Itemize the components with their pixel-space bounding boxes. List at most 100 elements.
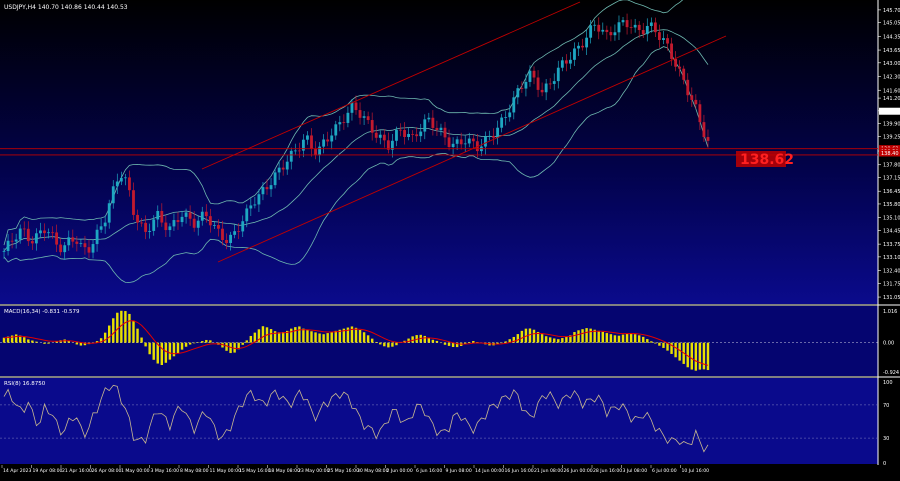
candle-body: [79, 243, 83, 245]
candle-body: [508, 112, 512, 118]
price-tag-bg: [736, 151, 786, 167]
candle-body: [407, 133, 411, 138]
candle-body: [459, 139, 463, 145]
candle-body: [2, 250, 6, 252]
price-tick-label: 143.65: [883, 48, 900, 54]
rsi-panel-bg: [0, 378, 878, 464]
time-tick-label: 30 May 08:00: [357, 468, 389, 474]
candle-body: [415, 134, 419, 137]
candle-body: [128, 177, 131, 191]
candle-body: [47, 232, 50, 234]
candle-body: [702, 122, 706, 138]
macd-panel-bg: [0, 306, 878, 376]
candle-body: [297, 150, 301, 152]
time-tick-label: 25 May 16:00: [328, 468, 360, 474]
price-tick-label: 132.40: [883, 269, 900, 275]
rsi-label: RSI(8) 16.8750: [4, 381, 46, 387]
time-tick-label: 6 Jun 16:00: [416, 468, 442, 474]
price-panel-bg: [0, 0, 878, 304]
candle-body: [609, 32, 613, 36]
candle-body: [156, 210, 160, 220]
rsi-tick-label: 0: [883, 461, 886, 467]
candle-body: [18, 228, 22, 240]
candle-body: [310, 135, 313, 149]
candle-body: [322, 139, 326, 147]
candle-body: [184, 212, 188, 217]
macd-tick-label: 1.016: [883, 309, 897, 315]
price-tick-label: 133.10: [883, 255, 900, 261]
candle-body: [512, 97, 516, 113]
candle-body: [455, 139, 459, 144]
candle-body: [686, 79, 690, 96]
candle-body: [200, 211, 204, 221]
time-tick-label: 11 May 00:00: [210, 468, 242, 474]
symbol-header: USDJPY,H4 140.70 140.86 140.44 140.53: [4, 4, 128, 11]
candle-body: [678, 66, 682, 69]
candle-body: [500, 117, 504, 128]
time-tick-label: 9 Jun 08:00: [446, 468, 472, 474]
macd-tick-label: 0.00: [883, 341, 894, 347]
candle-body: [593, 24, 597, 26]
candle-body: [492, 135, 495, 138]
macd-tick-label: -0.924: [883, 370, 899, 376]
candle-body: [87, 247, 91, 253]
candle-body: [176, 220, 180, 223]
time-tick-label: 10 Jul 16:00: [682, 468, 710, 474]
candle-body: [115, 181, 119, 187]
candle-body: [690, 95, 694, 100]
candle-body: [552, 81, 556, 84]
candle-body: [192, 218, 196, 228]
candle-body: [694, 99, 698, 105]
candle-body: [160, 210, 164, 223]
candle-body: [520, 88, 524, 89]
rsi-tick-label: 100: [883, 380, 893, 386]
candle-body: [217, 225, 220, 229]
candle-body: [30, 241, 34, 244]
candle-body: [285, 161, 289, 170]
candle-body: [560, 60, 564, 68]
candle-body: [273, 172, 277, 186]
candle-body: [548, 83, 552, 85]
candle-body: [625, 20, 629, 28]
price-tick-label: 137.80: [883, 163, 900, 169]
candle-body: [536, 77, 540, 90]
time-tick-label: 14 Apr 2023: [3, 468, 31, 474]
time-tick-label: 3 Jul 08:00: [623, 468, 648, 474]
candle-body: [386, 140, 390, 150]
candle-body: [564, 60, 568, 64]
candle-body: [556, 67, 560, 82]
candle-body: [706, 137, 710, 141]
candle-body: [621, 20, 625, 23]
candle-body: [581, 45, 584, 48]
candle-body: [140, 222, 143, 224]
candle-body: [168, 226, 172, 231]
time-tick-label: 15 May 16:00: [239, 468, 271, 474]
time-tick-label: 19 Apr 08:00: [33, 468, 63, 474]
price-tag: 138.62: [736, 151, 794, 168]
candle-body: [277, 167, 281, 173]
candle-body: [63, 245, 67, 253]
candle-body: [22, 228, 26, 230]
candle-body: [362, 116, 366, 118]
candle-body: [658, 32, 661, 40]
candle-body: [605, 29, 609, 33]
price-tick-label: 136.45: [883, 189, 900, 195]
rsi-tick-label: 70: [883, 403, 889, 409]
price-tick-label: 141.60: [883, 88, 900, 94]
candle-body: [265, 187, 269, 190]
candle-body: [585, 37, 589, 48]
candle-body: [136, 214, 139, 223]
candle-body: [350, 102, 354, 113]
time-tick-label: 8 May 08:00: [180, 468, 209, 474]
price-plot: [0, 0, 878, 283]
candle-body: [144, 222, 148, 232]
price-tick-label: 143.00: [883, 61, 900, 67]
macd-signal-line: [3, 320, 709, 366]
candle-body: [471, 138, 475, 142]
candle-body: [245, 208, 249, 222]
price-tick-label: 139.90: [883, 122, 900, 128]
candle-body: [496, 127, 500, 138]
candle-body: [14, 239, 18, 242]
candle-body: [103, 222, 107, 227]
